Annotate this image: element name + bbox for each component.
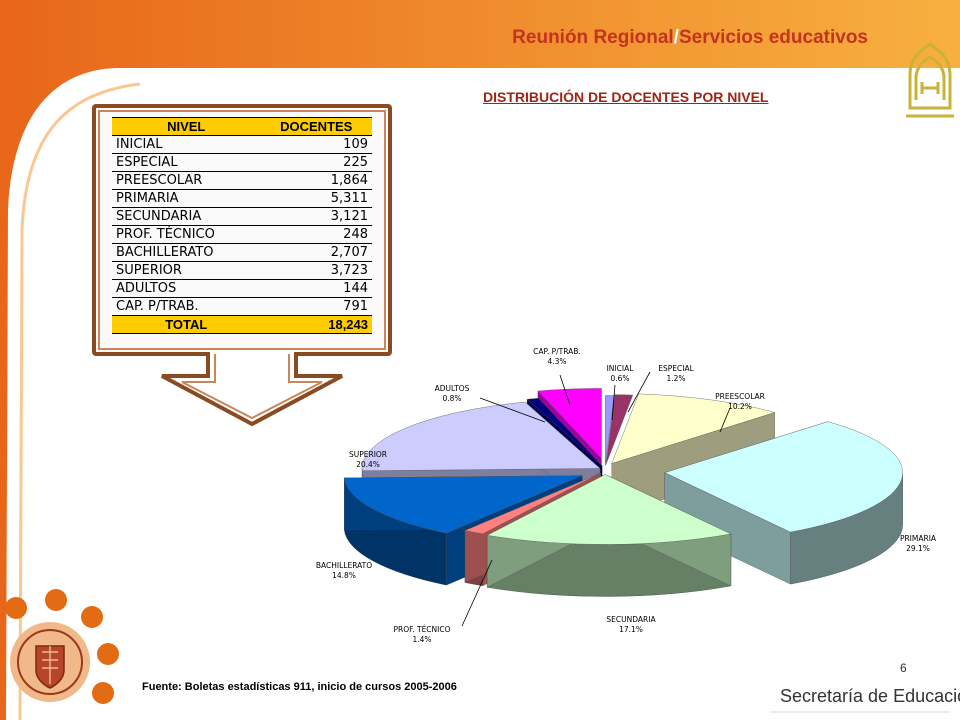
total-value: 18,243 [260, 315, 372, 334]
pie-slice-cap-p-trab- [537, 388, 602, 459]
pie-slice-secundaria [486, 474, 732, 545]
leader-line [611, 384, 616, 421]
table-row: INICIAL 109 [112, 135, 372, 154]
table-row: SUPERIOR 3,723 [112, 261, 372, 280]
leader-line [479, 397, 546, 423]
cell-count: 225 [260, 153, 372, 172]
page-number: 6 [900, 661, 907, 675]
cell-level: PREESCOLAR [112, 171, 261, 190]
slice-label: PRIMARIA [900, 534, 937, 543]
cell-level: ADULTOS [112, 279, 261, 298]
cell-count: 5,311 [260, 189, 372, 208]
table-row: PRIMARIA 5,311 [112, 189, 372, 208]
cell-level: BACHILLERATO [112, 243, 261, 262]
pie-tops [344, 388, 903, 545]
header-title-part2: Servicios educativos [678, 27, 868, 48]
slice-label: INICIAL [607, 364, 635, 373]
slice-label: ESPECIAL [658, 364, 694, 373]
table-row: CAP. P/TRAB. 791 [112, 297, 372, 316]
cell-count: 248 [260, 225, 372, 244]
slice-percent: 0.6% [610, 374, 629, 383]
pie-slice-preescolar [611, 393, 776, 464]
teachers-table: NIVEL DOCENTES INICIAL 109 ESPECIAL 225 PR… [112, 117, 372, 334]
cell-level: SECUNDARIA [112, 207, 261, 226]
cell-level: ESPECIAL [112, 153, 261, 172]
table-row: ESPECIAL 225 [112, 153, 372, 172]
table-row: ADULTOS 144 [112, 279, 372, 298]
pie-slice-primaria [664, 421, 903, 533]
slice-label: SECUNDARIA [606, 615, 656, 624]
cell-count: 791 [260, 297, 372, 316]
table-row: PROF. TÉCNICO 248 [112, 225, 372, 244]
decorative-dots [5, 589, 119, 704]
secretaria-logo-text: Secretaría de Educación [780, 686, 960, 706]
cell-count: 109 [260, 135, 372, 154]
spiral-logo [906, 42, 954, 118]
slice-percent: 17.1% [619, 625, 643, 634]
table-total-row: TOTAL 18,243 [112, 315, 372, 334]
cell-count: 144 [260, 279, 372, 298]
slice-percent: 1.4% [412, 635, 431, 644]
leader-line [461, 559, 493, 627]
column-header-nivel: NIVEL [112, 117, 261, 136]
cell-level: PRIMARIA [112, 189, 261, 208]
header-band-inner-curve [18, 82, 141, 720]
cell-count: 3,121 [260, 207, 372, 226]
table-header-row: NIVEL DOCENTES [112, 117, 372, 136]
cell-level: PROF. TÉCNICO [112, 225, 261, 244]
slice-percent: 4.3% [547, 357, 566, 366]
source-note: Fuente: Boletas estadísticas 911, inicio… [142, 681, 457, 693]
table-row: BACHILLERATO 2,707 [112, 243, 372, 262]
header-title-separator: / [673, 27, 679, 48]
slice-percent: 20.4% [356, 460, 380, 469]
cell-count: 1,864 [260, 171, 372, 190]
slice-label: PREESCOLAR [715, 392, 765, 401]
slice-label: BACHILLERATO [316, 561, 372, 570]
table-row: PREESCOLAR 1,864 [112, 171, 372, 190]
pie-slice-superior [361, 401, 601, 471]
slide-title: DISTRIBUCIÓN DE DOCENTES POR NIVEL [483, 89, 769, 105]
header-title-part1: Reunión Regional [512, 27, 674, 48]
total-label: TOTAL [112, 315, 261, 334]
pie-slice-especial [605, 394, 634, 465]
pie-slice-adultos [526, 398, 603, 466]
table-row: SECUNDARIA 3,121 [112, 207, 372, 226]
coat-of-arms-emblem [10, 622, 90, 702]
slice-label: ADULTOS [435, 384, 470, 393]
down-arrow [161, 352, 343, 427]
cell-count: 3,723 [260, 261, 372, 280]
leader-line [559, 374, 571, 406]
cell-level: INICIAL [112, 135, 261, 154]
slice-percent: 1.2% [666, 374, 685, 383]
cell-count: 2,707 [260, 243, 372, 262]
slice-percent: 14.8% [332, 571, 356, 580]
slice-label: SUPERIOR [349, 450, 387, 459]
leader-line [719, 407, 731, 433]
column-header-docentes: DOCENTES [260, 117, 372, 136]
slice-percent: 29.1% [906, 544, 930, 553]
slice-percent: 10.2% [728, 402, 752, 411]
cell-level: CAP. P/TRAB. [112, 297, 261, 316]
pie-slice-bachillerato [344, 475, 583, 534]
cell-level: SUPERIOR [112, 261, 261, 280]
slice-percent: 0.8% [442, 394, 461, 403]
pie-slice-prof-t-cnico [464, 472, 601, 535]
slice-label: PROF. TÉCNICO [393, 625, 450, 634]
slice-label: CAP. P/TRAB. [533, 347, 581, 356]
header-title: Reunión Regional/Servicios educativos [512, 27, 868, 49]
leader-line [627, 371, 651, 413]
